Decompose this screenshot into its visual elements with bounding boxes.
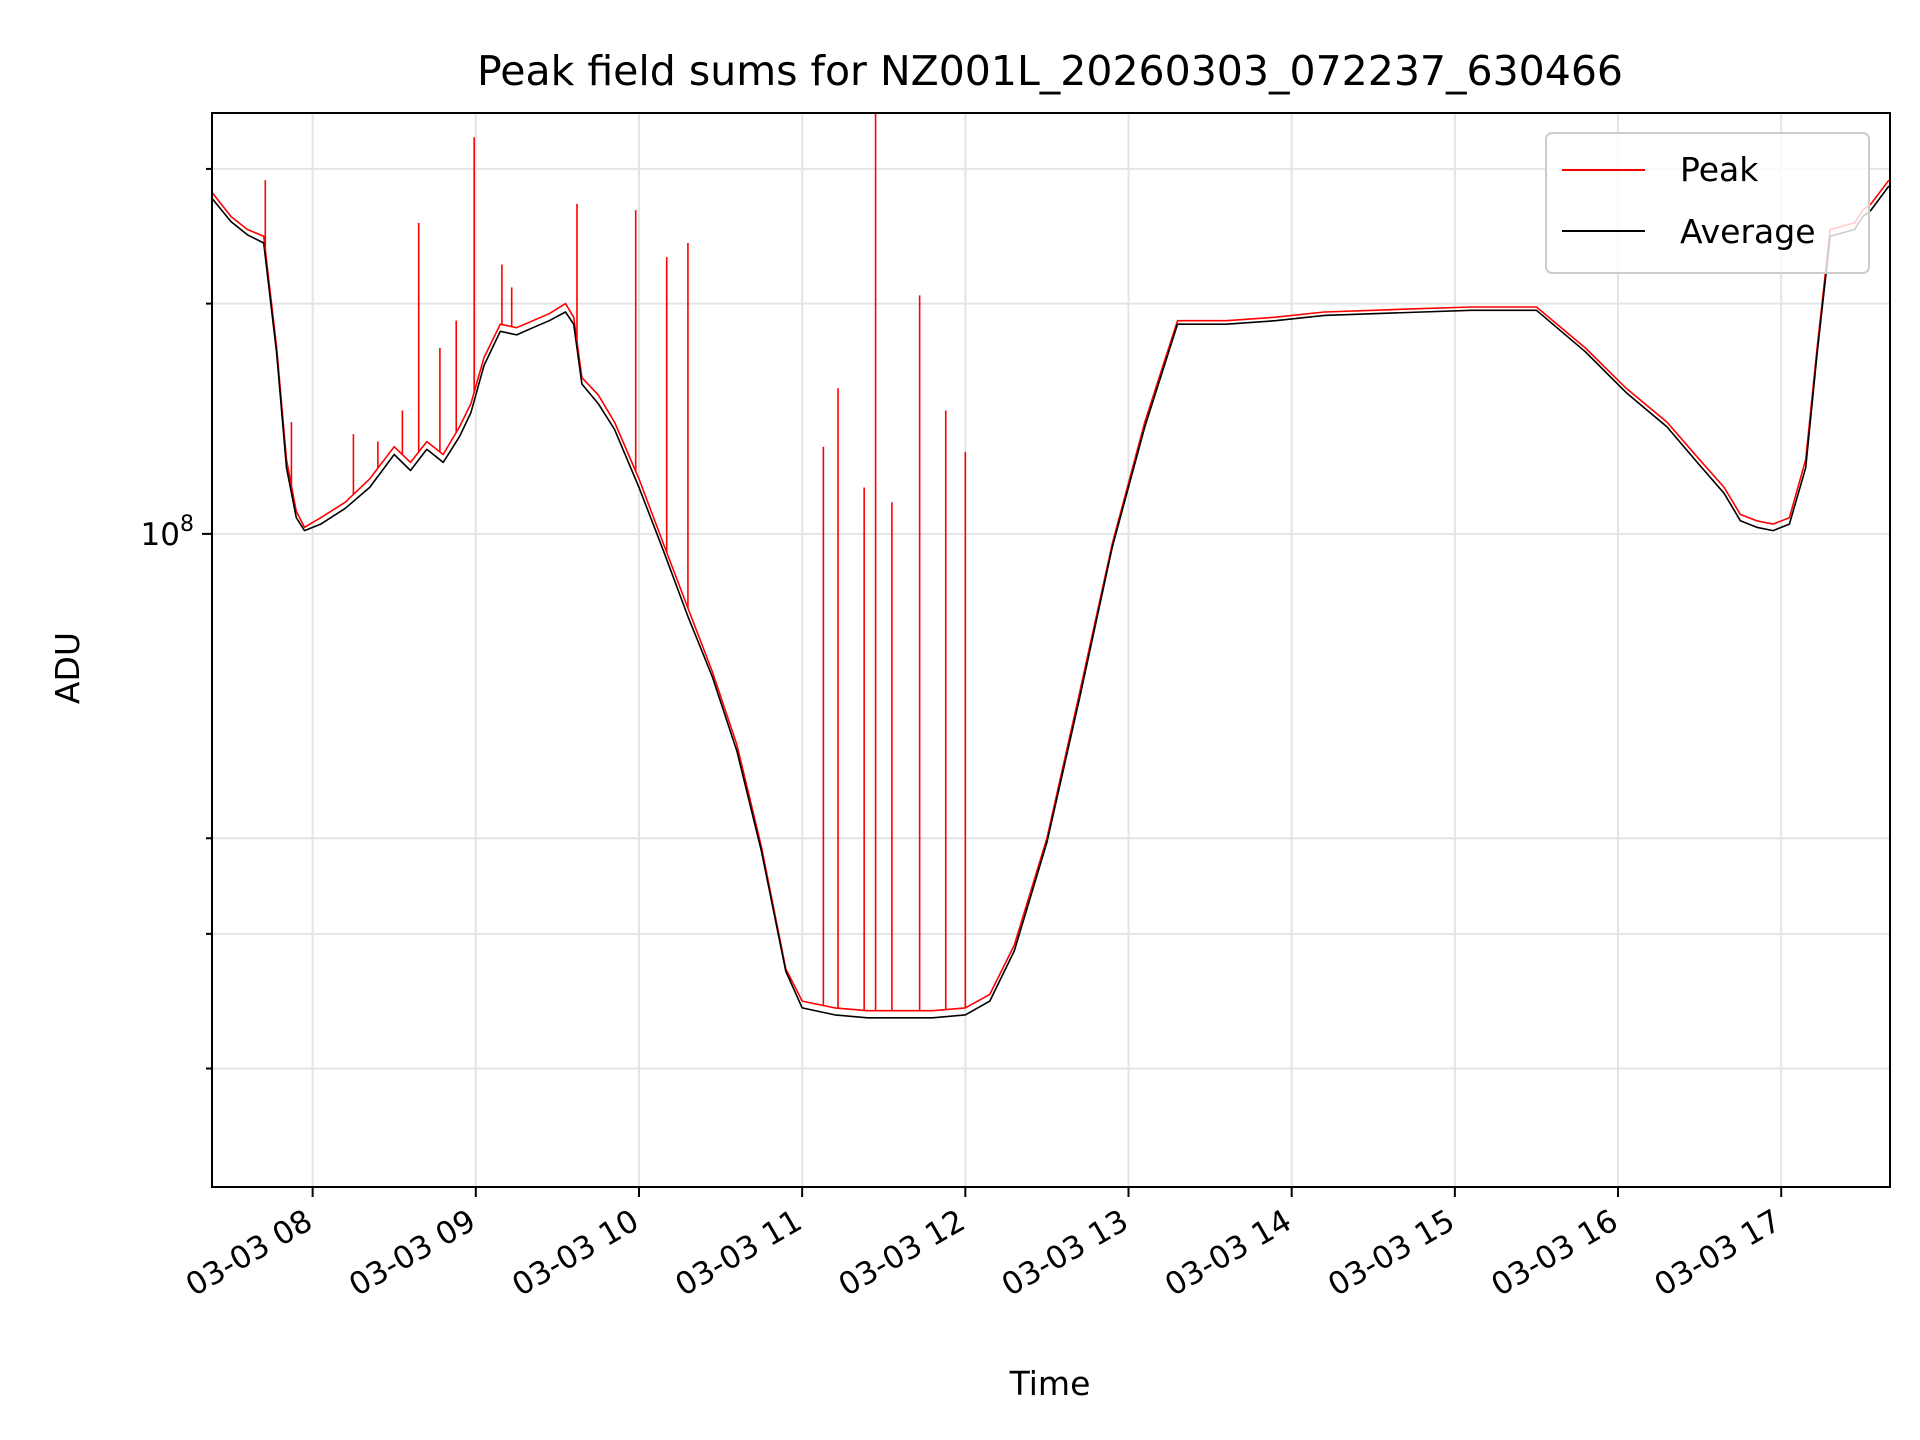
y-axis-title: ADU xyxy=(48,632,87,704)
legend: Peak Average xyxy=(1545,132,1870,274)
series-line-average xyxy=(210,185,1890,1019)
x-axis-title: Time xyxy=(1009,1364,1091,1403)
legend-label-average: Average xyxy=(1680,212,1816,251)
plot-area xyxy=(210,113,1890,1019)
y-axis: 108 xyxy=(141,167,212,1070)
grid xyxy=(212,113,1890,1187)
plot-frame xyxy=(211,112,1891,1188)
legend-label-peak: Peak xyxy=(1680,150,1759,189)
legend-box xyxy=(1545,132,1870,274)
y-tick-label: 108 xyxy=(141,512,194,553)
chart-title: Peak field sums for NZ001L_20260303_0722… xyxy=(477,47,1623,95)
